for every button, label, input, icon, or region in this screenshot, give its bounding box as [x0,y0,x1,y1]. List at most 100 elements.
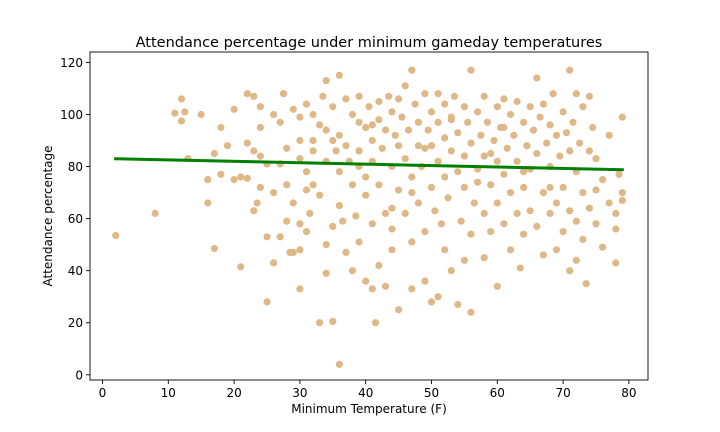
data-point [539,189,548,197]
data-point [546,209,554,217]
data-point [381,282,390,290]
data-point [480,152,488,160]
data-point [421,144,429,152]
x-tick-label: 70 [555,386,570,400]
data-point [329,222,337,230]
data-point [243,139,251,147]
data-point [585,147,594,155]
data-point [395,142,403,150]
data-point [296,220,304,228]
data-point [450,92,459,100]
data-point [217,123,225,132]
data-point [197,110,205,119]
data-point [335,202,343,210]
data-point [342,95,350,103]
data-point [460,256,468,264]
data-point [355,238,363,246]
data-point [506,110,515,119]
plot-area [112,66,626,368]
data-point [500,123,508,132]
data-point [467,139,475,147]
data-point [520,168,528,176]
data-point [457,217,465,225]
data-point [480,254,488,262]
data-point [335,360,343,368]
data-point [348,267,357,275]
data-point [592,220,600,228]
data-point [618,196,626,204]
data-point [562,129,571,137]
data-point [375,181,383,189]
y-tick-label: 40 [68,264,83,278]
data-point [316,319,324,327]
x-tick-label: 10 [161,386,176,400]
data-point [414,199,422,207]
data-point [467,66,475,74]
data-point [434,118,442,126]
data-point [493,282,501,290]
data-point [243,90,251,98]
data-point [605,131,613,139]
data-point [368,121,376,129]
y-tick-label: 20 [68,316,83,330]
data-point [329,317,337,325]
data-point [474,108,482,116]
data-point [592,186,600,194]
data-point [539,251,548,259]
y-tick-label: 100 [60,108,83,122]
data-point [414,142,422,150]
data-point [559,108,567,116]
data-point [427,183,436,191]
data-point [237,173,245,181]
data-point [579,103,587,111]
data-point [618,189,626,197]
data-point [375,116,383,124]
data-point [566,147,574,155]
data-point [270,189,278,197]
data-point [437,220,445,228]
data-point [253,199,261,207]
data-point [309,110,317,119]
data-point [612,209,620,217]
data-point [520,183,528,191]
data-point [559,183,567,191]
data-point [375,97,383,106]
data-point [322,269,330,277]
data-point [421,228,429,236]
data-point [477,131,485,139]
y-axis-label: Attendance percentage [41,145,55,286]
data-point [296,113,304,121]
y-tick-label: 80 [68,160,83,174]
data-point [454,300,462,309]
data-point [520,230,528,238]
data-point [421,90,429,98]
data-point [480,92,488,100]
data-point [223,142,232,150]
data-point [401,209,409,217]
data-point [513,157,521,165]
data-point [427,142,436,150]
data-point [582,280,590,288]
data-point [210,149,218,158]
data-point [566,207,574,215]
data-point [447,267,455,275]
data-point [427,298,436,306]
data-point [618,113,626,121]
data-point [513,97,521,106]
data-point [204,176,212,184]
data-point [256,183,264,191]
data-point [523,142,531,150]
data-point [279,90,288,98]
data-point [487,228,495,236]
data-point [526,207,534,215]
data-point [385,92,393,100]
data-point [516,264,524,272]
data-point [368,285,376,293]
data-point [256,123,264,132]
x-axis: 0 10 20 30 40 50 60 70 80 [99,380,637,400]
data-point [572,90,580,98]
data-point [579,235,587,243]
data-point [414,118,422,126]
data-point [500,170,508,178]
data-point [513,209,521,217]
